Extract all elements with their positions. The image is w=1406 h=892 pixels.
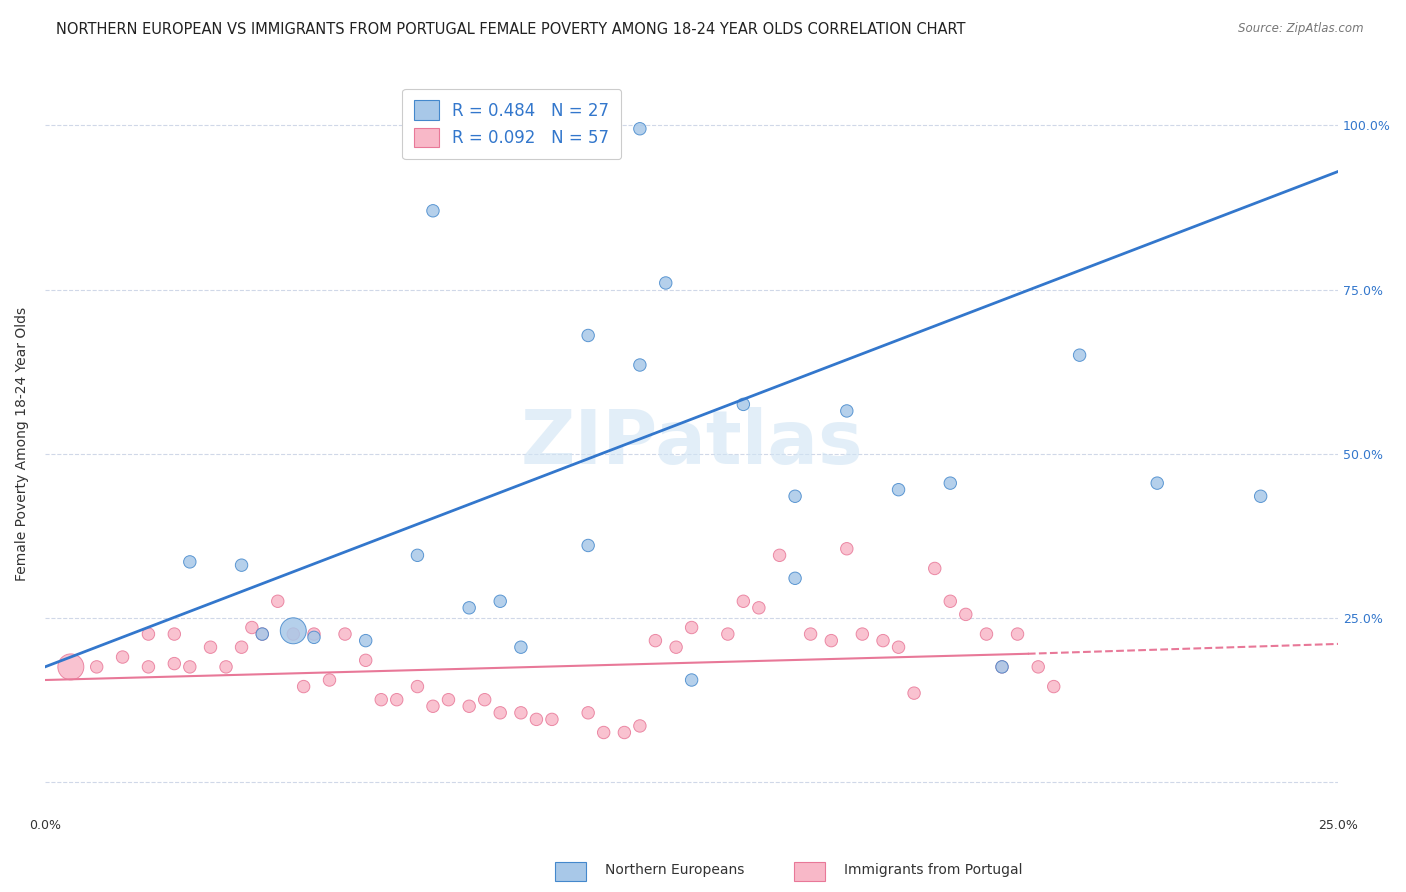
- Point: [939, 594, 962, 608]
- Point: [509, 706, 531, 720]
- Point: [851, 627, 873, 641]
- Point: [252, 627, 274, 641]
- Point: [820, 633, 842, 648]
- Point: [231, 558, 253, 573]
- Point: [474, 692, 496, 706]
- Point: [406, 549, 429, 563]
- Point: [783, 571, 806, 585]
- Point: [370, 692, 392, 706]
- Point: [163, 657, 186, 671]
- Point: [437, 692, 460, 706]
- Point: [179, 660, 201, 674]
- Point: [283, 627, 305, 641]
- Point: [458, 600, 481, 615]
- Point: [644, 633, 666, 648]
- Point: [200, 640, 222, 655]
- Point: [576, 328, 599, 343]
- Point: [111, 650, 134, 665]
- Text: ZIPatlas: ZIPatlas: [520, 408, 863, 480]
- Point: [406, 680, 429, 694]
- Text: NORTHERN EUROPEAN VS IMMIGRANTS FROM PORTUGAL FEMALE POVERTY AMONG 18-24 YEAR OL: NORTHERN EUROPEAN VS IMMIGRANTS FROM POR…: [56, 22, 966, 37]
- Point: [628, 358, 651, 372]
- Point: [179, 555, 201, 569]
- Point: [385, 692, 408, 706]
- Point: [1042, 680, 1064, 694]
- Point: [354, 653, 377, 667]
- Point: [733, 594, 755, 608]
- Point: [665, 640, 688, 655]
- Point: [835, 404, 858, 418]
- Point: [991, 660, 1014, 674]
- Point: [924, 561, 946, 575]
- Point: [1026, 660, 1049, 674]
- Point: [333, 627, 356, 641]
- Point: [613, 725, 636, 739]
- Point: [283, 624, 305, 638]
- Point: [489, 706, 512, 720]
- Point: [1069, 348, 1091, 362]
- Point: [302, 627, 325, 641]
- Point: [939, 476, 962, 491]
- Point: [1250, 489, 1272, 503]
- Point: [576, 706, 599, 720]
- Point: [903, 686, 925, 700]
- Point: [526, 712, 548, 726]
- Point: [768, 549, 790, 563]
- Point: [541, 712, 564, 726]
- Point: [59, 660, 82, 674]
- Point: [628, 121, 651, 136]
- Point: [681, 673, 703, 687]
- Text: Source: ZipAtlas.com: Source: ZipAtlas.com: [1239, 22, 1364, 36]
- Point: [422, 203, 444, 218]
- Point: [628, 719, 651, 733]
- Point: [800, 627, 823, 641]
- Point: [86, 660, 108, 674]
- Point: [302, 631, 325, 645]
- Point: [681, 620, 703, 634]
- Point: [318, 673, 340, 687]
- Point: [835, 541, 858, 556]
- Point: [292, 680, 315, 694]
- Legend: R = 0.484   N = 27, R = 0.092   N = 57: R = 0.484 N = 27, R = 0.092 N = 57: [402, 88, 621, 159]
- Point: [231, 640, 253, 655]
- Point: [509, 640, 531, 655]
- Point: [576, 539, 599, 553]
- Point: [887, 640, 910, 655]
- Point: [354, 633, 377, 648]
- Point: [422, 699, 444, 714]
- Point: [655, 276, 678, 290]
- Point: [267, 594, 290, 608]
- Point: [163, 627, 186, 641]
- Point: [1007, 627, 1029, 641]
- Point: [215, 660, 238, 674]
- Text: Immigrants from Portugal: Immigrants from Portugal: [844, 863, 1022, 877]
- Point: [955, 607, 977, 622]
- Text: Northern Europeans: Northern Europeans: [605, 863, 744, 877]
- Point: [138, 627, 160, 641]
- Point: [717, 627, 740, 641]
- Point: [240, 620, 263, 634]
- Point: [783, 489, 806, 503]
- Point: [991, 660, 1014, 674]
- Point: [748, 600, 770, 615]
- Point: [592, 725, 614, 739]
- Y-axis label: Female Poverty Among 18-24 Year Olds: Female Poverty Among 18-24 Year Olds: [15, 307, 30, 581]
- Point: [976, 627, 998, 641]
- Point: [138, 660, 160, 674]
- Point: [252, 627, 274, 641]
- Point: [733, 397, 755, 411]
- Point: [489, 594, 512, 608]
- Point: [1146, 476, 1168, 491]
- Point: [887, 483, 910, 497]
- Point: [872, 633, 894, 648]
- Point: [458, 699, 481, 714]
